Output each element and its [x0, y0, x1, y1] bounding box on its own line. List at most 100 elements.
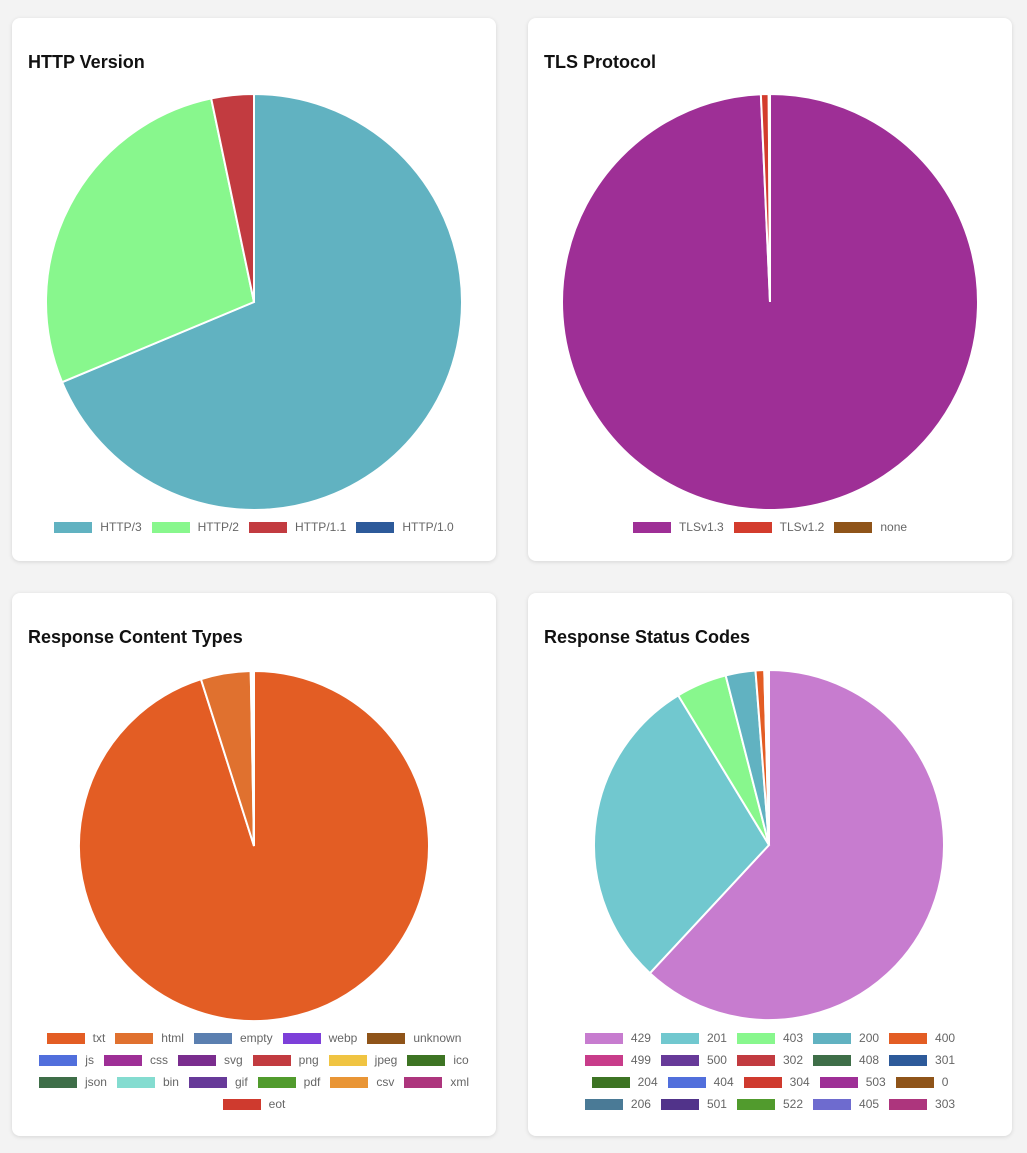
legend-swatch [889, 1098, 928, 1110]
legend-item[interactable]: css [103, 1052, 168, 1068]
legend-swatch [660, 1054, 699, 1066]
legend-swatch [632, 521, 671, 533]
legend-label: 501 [706, 1097, 727, 1111]
legend-label: 200 [859, 1031, 880, 1045]
legend-swatch [222, 1098, 261, 1110]
legend-item[interactable]: jpeg [328, 1052, 397, 1068]
legend-label: txt [92, 1031, 106, 1045]
pie-slice-http-3[interactable] [60, 92, 463, 511]
legend-swatch [733, 521, 772, 533]
legend-swatch [660, 1032, 699, 1044]
legend-swatch [177, 1054, 216, 1066]
legend-item[interactable]: HTTP/3 [54, 519, 142, 535]
legend-item[interactable]: 201 [660, 1030, 727, 1046]
legend-label: ico [453, 1053, 469, 1067]
legend-label: TLSv1.2 [779, 520, 825, 534]
legend-item[interactable]: 200 [813, 1030, 879, 1046]
pie-slice-none[interactable] [767, 92, 771, 303]
legend-item[interactable]: xml [404, 1074, 469, 1090]
legend-item[interactable]: ico [407, 1052, 469, 1068]
legend-item[interactable]: empty [193, 1030, 273, 1046]
legend-label: 0 [941, 1075, 949, 1089]
pie-slice-429[interactable] [648, 668, 945, 1021]
legend-label: 302 [782, 1053, 804, 1067]
legend-item[interactable]: 301 [889, 1052, 955, 1068]
legend-label: 499 [630, 1053, 651, 1067]
legend: HTTP/3 HTTP/2 HTTP/1.1 HTTP/1.0 [22, 519, 486, 535]
legend-item[interactable]: png [252, 1052, 319, 1068]
legend-item[interactable]: none [834, 519, 907, 535]
chart-card-status-codes: Response Status Codes 429 201 403 200 400 499… [528, 593, 1012, 1136]
legend-label: HTTP/2 [197, 520, 239, 534]
legend-item[interactable]: 429 [584, 1030, 651, 1046]
chart-card-http-version: HTTP Version HTTP/3 HTTP/2 HTTP/1.1 HTTP/1.… [12, 18, 496, 561]
legend-swatch [103, 1054, 142, 1066]
legend-label: html [161, 1031, 184, 1045]
chart-title: Response Content Types [28, 627, 243, 647]
legend-swatch [188, 1076, 227, 1088]
pie-slice-http-2[interactable] [45, 97, 256, 384]
legend-label: webp [328, 1031, 358, 1045]
legend: 429 201 403 200 400 499 500 302 408 301 204 404 304 5… [538, 1030, 1002, 1112]
pie-slice-http-1-1[interactable] [209, 92, 255, 303]
legend-item[interactable]: 522 [736, 1096, 803, 1112]
legend-label: 204 [637, 1075, 658, 1089]
legend-item[interactable]: HTTP/1.0 [356, 519, 454, 535]
legend-swatch [889, 1032, 928, 1044]
legend-item[interactable]: html [115, 1030, 184, 1046]
legend-swatch [367, 1032, 406, 1044]
legend-swatch [895, 1076, 934, 1088]
legend-item[interactable]: 400 [889, 1030, 955, 1046]
legend-item[interactable]: json [38, 1074, 107, 1090]
legend-item[interactable]: unknown [367, 1030, 461, 1046]
pie-chart [78, 669, 430, 1022]
legend-item[interactable]: bin [116, 1074, 179, 1090]
legend-item[interactable]: HTTP/1.1 [248, 519, 346, 535]
legend-item[interactable]: js [39, 1052, 94, 1068]
legend-item[interactable]: 304 [743, 1074, 810, 1090]
legend-item[interactable]: 403 [736, 1030, 804, 1046]
legend-item[interactable]: 500 [660, 1052, 727, 1068]
legend-item[interactable]: TLSv1.3 [632, 519, 724, 535]
legend-swatch [834, 521, 873, 533]
legend-label: eot [268, 1097, 286, 1111]
legend-swatch [591, 1076, 630, 1088]
legend-item[interactable]: 206 [584, 1096, 651, 1112]
legend-item[interactable]: 302 [736, 1052, 804, 1068]
legend-item[interactable]: eot [222, 1096, 286, 1112]
legend-item[interactable]: 503 [819, 1074, 886, 1090]
legend-swatch [38, 1076, 77, 1088]
legend-item[interactable]: 404 [667, 1074, 734, 1090]
legend-swatch [584, 1098, 623, 1110]
legend-item[interactable]: TLSv1.2 [733, 519, 825, 535]
legend-swatch [407, 1054, 446, 1066]
legend-label: 303 [935, 1097, 956, 1111]
legend-item[interactable]: 405 [813, 1096, 879, 1112]
legend-label: svg [223, 1053, 243, 1067]
legend-item[interactable]: 0 [895, 1074, 949, 1090]
legend-item[interactable]: svg [177, 1052, 243, 1068]
legend-swatch [330, 1076, 369, 1088]
legend-item[interactable]: pdf [257, 1074, 320, 1090]
legend-item[interactable]: 303 [889, 1096, 955, 1112]
legend-label: json [84, 1075, 107, 1089]
legend-item[interactable]: 499 [584, 1052, 651, 1068]
legend-label: 405 [859, 1097, 880, 1111]
legend-item[interactable]: txt [46, 1030, 106, 1046]
legend-swatch [356, 521, 395, 533]
legend-swatch [667, 1076, 706, 1088]
pie-slice-201[interactable] [593, 694, 771, 975]
legend-item[interactable]: csv [330, 1074, 394, 1090]
legend-label: 403 [782, 1031, 804, 1045]
pie-chart [593, 668, 945, 1021]
legend-item[interactable]: 408 [813, 1052, 879, 1068]
legend-item[interactable]: gif [188, 1074, 248, 1090]
legend-item[interactable]: HTTP/2 [151, 519, 239, 535]
legend-item[interactable]: 501 [660, 1096, 727, 1112]
legend-swatch [54, 521, 93, 533]
legend: txt html empty webp unknown js css svg png jpeg ic… [22, 1030, 486, 1112]
legend-label: 408 [859, 1053, 880, 1067]
legend-item[interactable]: webp [282, 1030, 358, 1046]
legend-item[interactable]: 204 [591, 1074, 658, 1090]
legend-label: 503 [865, 1075, 886, 1089]
